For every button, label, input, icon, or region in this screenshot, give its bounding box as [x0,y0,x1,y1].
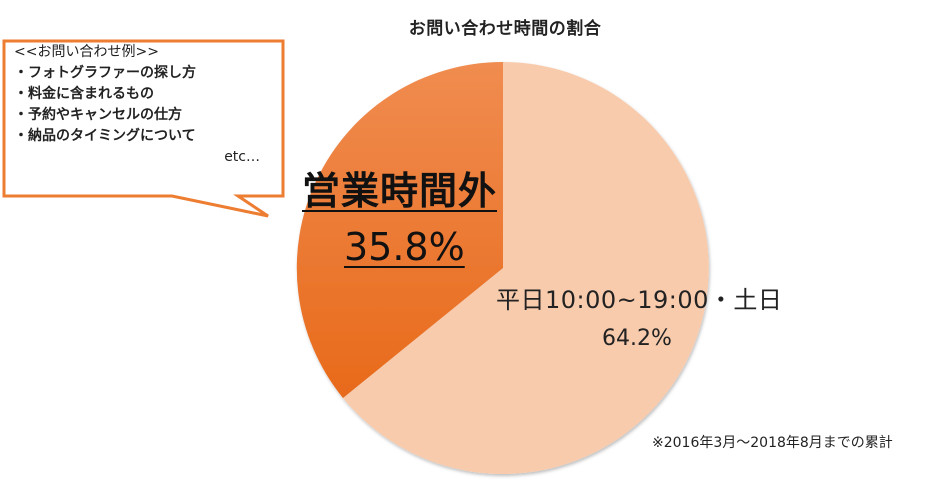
callout-item: ・フォトグラファーの探し方 [14,65,196,81]
callout-item: ・納品のタイミングについて [14,128,196,144]
callout-text: <<お問い合わせ例>> ・フォトグラファーの探し方 ・料金に含まれるもの ・予約… [14,42,274,168]
business-hours-percent: 64.2% [602,326,672,351]
chart-title: お問い合わせ時間の割合 [408,19,602,39]
callout-item: ・予約やキャンセルの仕方 [14,107,182,123]
callout-bubble [2,39,285,218]
pie-slice-off-hours [296,61,503,398]
callout-item: ・料金に含まれるもの [14,86,154,102]
off-hours-label: 営業時間外 [302,169,498,213]
footnote: ※2016年3月～2018年8月までの累計 [652,435,893,451]
pie-slice-business-hours [343,62,709,474]
off-hours-percent: 35.8% [344,225,465,269]
callout-etc: etc… [224,149,260,165]
callout-heading: <<お問い合わせ例>> [14,44,159,60]
business-hours-label: 平日10:00~19:00・土日 [496,286,783,314]
